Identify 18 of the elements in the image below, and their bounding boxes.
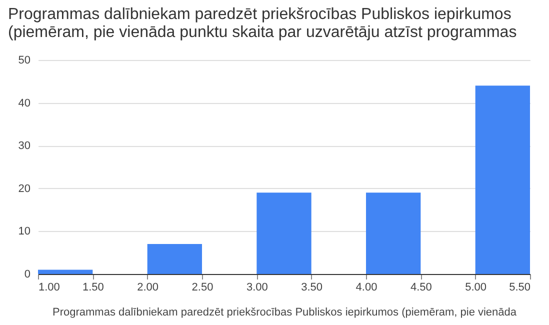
x-tick-label: 4.50 [410, 282, 432, 294]
x-tick-label: 1.50 [82, 282, 104, 294]
y-tick-label: 30 [18, 140, 30, 152]
x-tick-label: 5.50 [509, 282, 530, 294]
y-tick-label: 50 [18, 54, 30, 66]
x-tick-label: 2.00 [137, 282, 159, 294]
y-tick-label: 20 [18, 182, 30, 195]
x-tick-label: 1.00 [38, 282, 60, 294]
x-axis-title: Programmas dalībniekam paredzēt priekšrocības Publiskos iepirkumos (piemēram, pie vienāda [52, 306, 518, 318]
x-tick-label: 3.00 [246, 282, 268, 294]
x-tick-label: 4.00 [356, 282, 378, 294]
x-tick-label: 3.50 [301, 282, 323, 294]
y-tick-label: 0 [24, 268, 30, 280]
y-tick-label: 40 [18, 97, 30, 110]
chart-title: Programmas dalībniekam paredzēt priekšrocības Publiskos iepirkumos (piemēram, pie vienāda punktu skaita par uzvarētāju atzīst programmas [8, 6, 517, 41]
x-tick-label: 5.00 [465, 282, 487, 294]
x-tick-label: 2.50 [192, 282, 214, 294]
y-tick-label: 10 [18, 226, 30, 238]
